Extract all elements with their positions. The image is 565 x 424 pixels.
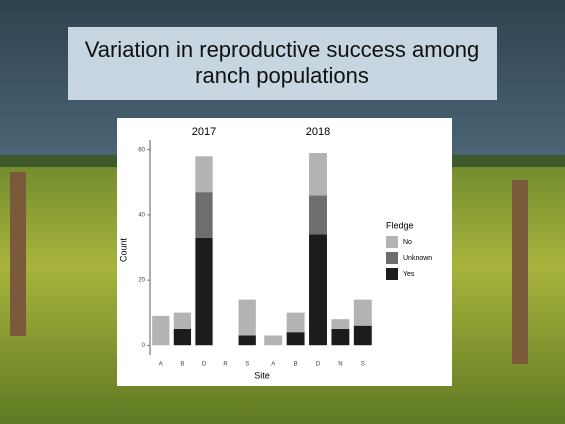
x-tick-label: B: [294, 362, 298, 368]
x-tick-label: A: [159, 362, 163, 368]
bar-segment: [195, 156, 213, 193]
x-tick-label: S: [245, 362, 249, 368]
slide-title: Variation in reproductive success among r…: [85, 37, 480, 88]
bar-segment: [353, 325, 372, 346]
y-tick-label: 0: [142, 343, 146, 349]
x-tick-label: N: [338, 362, 342, 368]
bar-segment: [152, 315, 170, 346]
bar-segment: [173, 312, 192, 329]
x-axis-title: Site: [254, 370, 270, 380]
legend-key: [386, 252, 398, 264]
x-tick-label: D: [316, 362, 321, 368]
y-tick-label: 40: [138, 213, 145, 219]
slide-title-line: ranch populations: [195, 63, 369, 88]
fence-post: [10, 172, 26, 336]
x-tick-label: S: [361, 362, 365, 368]
bar-segment: [173, 328, 192, 346]
bar-segment: [195, 237, 213, 346]
bar-segment: [286, 332, 305, 346]
bar-segment: [353, 299, 372, 326]
title-box: [68, 27, 497, 100]
bar-segment: [309, 234, 327, 346]
bar-segment: [238, 299, 256, 336]
x-tick-label: D: [202, 362, 207, 368]
facet-title: 2018: [306, 126, 330, 138]
fence-post: [512, 180, 528, 364]
bar-segment: [309, 153, 327, 196]
y-tick-label: 20: [138, 278, 145, 284]
legend-title: Fledge: [386, 220, 414, 230]
y-tick-label: 60: [138, 147, 145, 153]
bar-segment: [331, 319, 350, 329]
facet-title: 2017: [192, 126, 216, 138]
legend-label: No: [403, 239, 412, 246]
legend-label: Yes: [403, 271, 415, 278]
x-tick-label: R: [223, 362, 228, 368]
bar-segment: [195, 192, 213, 238]
legend-key: [386, 236, 398, 248]
chart-panel: [117, 118, 452, 386]
bar-segment: [286, 312, 305, 333]
slide-title-line: Variation in reproductive success among: [85, 37, 480, 62]
x-tick-label: A: [271, 362, 275, 368]
bar-segment: [264, 335, 283, 346]
y-axis-title: Count: [118, 238, 128, 263]
legend-label: Unknown: [403, 255, 432, 262]
bar-segment: [309, 195, 327, 235]
legend-key: [386, 268, 398, 280]
bar-segment: [331, 328, 350, 346]
bar-segment: [238, 335, 256, 346]
x-tick-label: B: [180, 362, 184, 368]
